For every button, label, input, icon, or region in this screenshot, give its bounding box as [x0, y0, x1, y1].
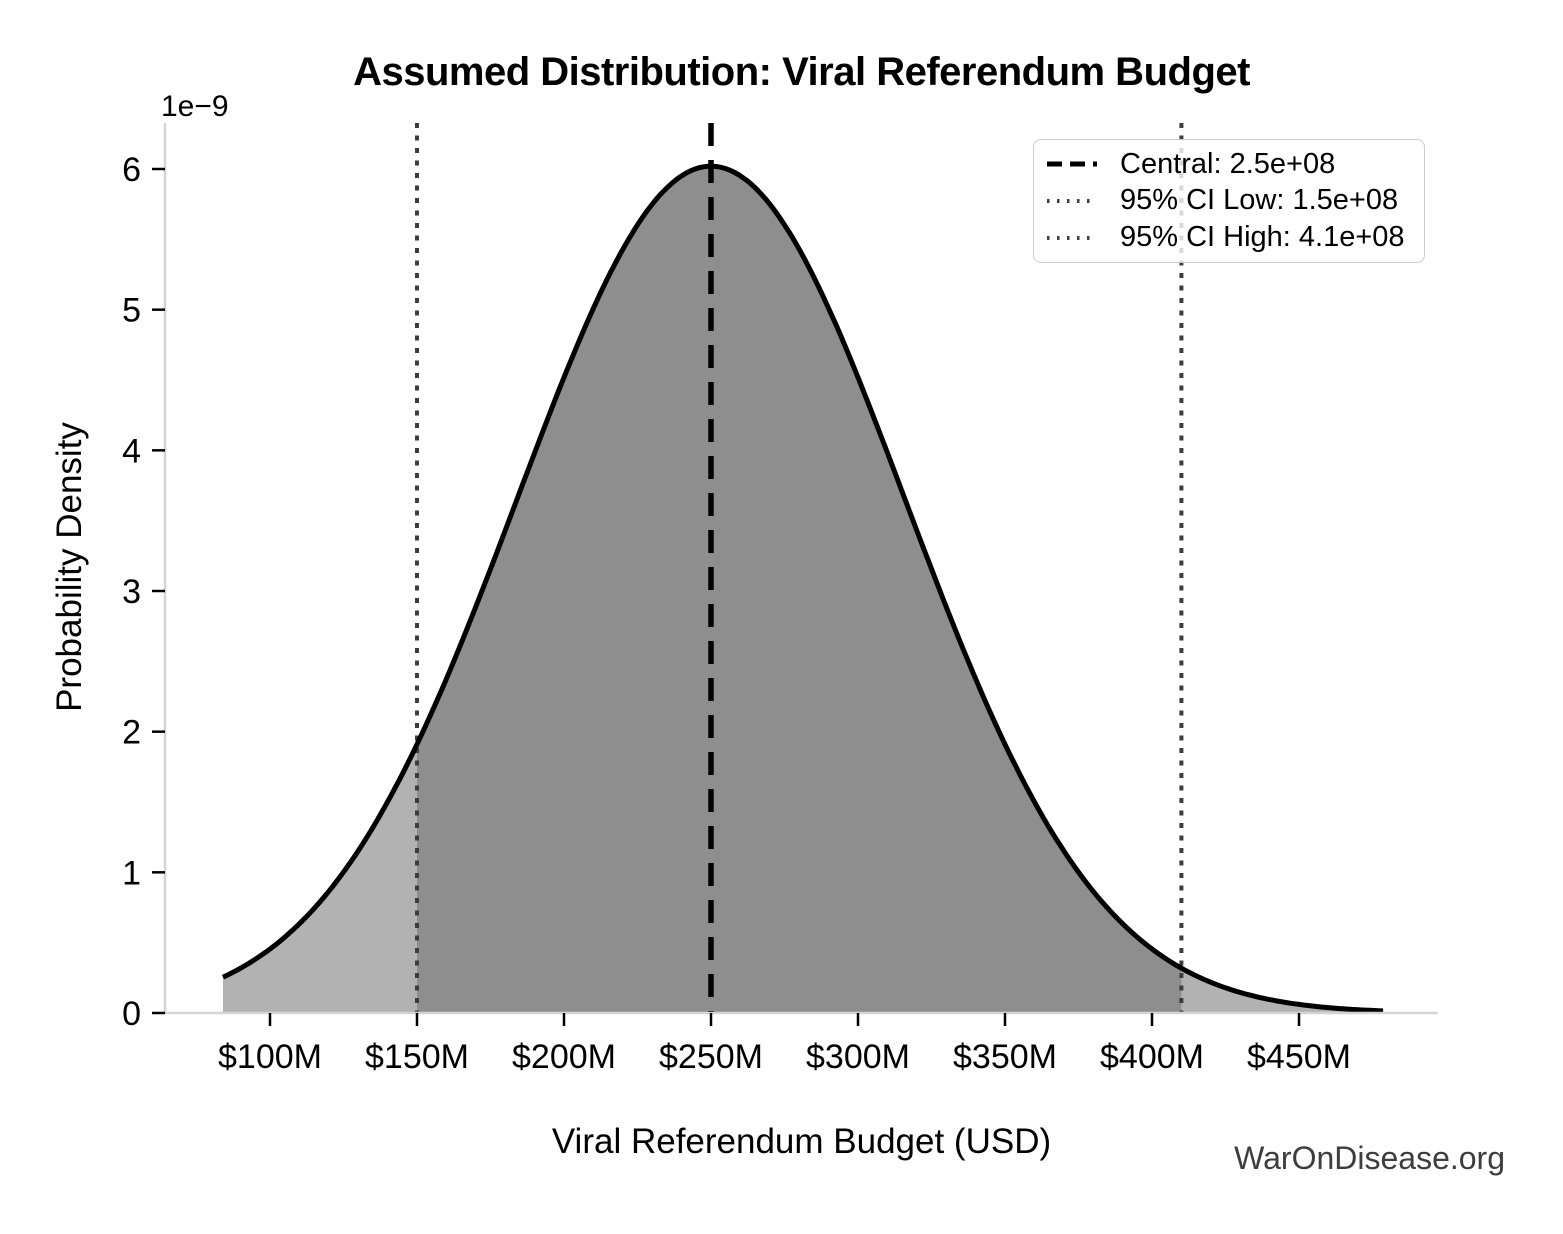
x-tick-label: $100M	[218, 1038, 322, 1076]
legend: Central: 2.5e+08 95% CI Low: 1.5e+08 95%…	[1033, 139, 1425, 263]
legend-item-label: Central: 2.5e+08	[1120, 147, 1336, 180]
x-tick-label: $250M	[659, 1038, 763, 1076]
y-tick-label: 1	[122, 854, 141, 892]
watermark: WarOnDisease.org	[1234, 1140, 1505, 1176]
x-tick-label: $400M	[1100, 1038, 1204, 1076]
legend-item-ci-high: 95% CI High: 4.1e+08	[1046, 221, 1412, 254]
dotted-line-sample	[1047, 235, 1097, 240]
y-tick-label: 3	[122, 573, 141, 611]
x-tick-label: $150M	[365, 1038, 469, 1076]
y-tick-label: 0	[122, 995, 141, 1033]
y-axis-offset-label: 1e−9	[161, 90, 229, 123]
legend-item-label: 95% CI Low: 1.5e+08	[1120, 184, 1399, 217]
y-tick-label: 2	[122, 714, 141, 752]
x-tick-label: $350M	[953, 1038, 1057, 1076]
x-axis-label: Viral Referendum Budget (USD)	[551, 1122, 1052, 1161]
density-curve	[221, 163, 1384, 1014]
legend-item-ci-low: 95% CI Low: 1.5e+08	[1046, 184, 1412, 217]
x-tick-label: $300M	[806, 1038, 910, 1076]
chart-title: Assumed Distribution: Viral Referendum B…	[353, 50, 1250, 94]
legend-item-central: Central: 2.5e+08	[1046, 148, 1412, 181]
x-tick-label: $450M	[1247, 1038, 1351, 1076]
y-tick-label: 4	[122, 432, 141, 470]
y-axis-label: Probability Density	[50, 422, 89, 712]
x-tick-label: $200M	[512, 1038, 616, 1076]
y-tick-label: 5	[122, 292, 141, 330]
dashed-line-sample	[1047, 161, 1097, 167]
legend-item-label: 95% CI High: 4.1e+08	[1120, 221, 1405, 254]
shaded-region-95-percent-ci	[417, 166, 1182, 1013]
dotted-line-sample	[1047, 198, 1097, 203]
y-tick-label: 6	[122, 151, 141, 189]
